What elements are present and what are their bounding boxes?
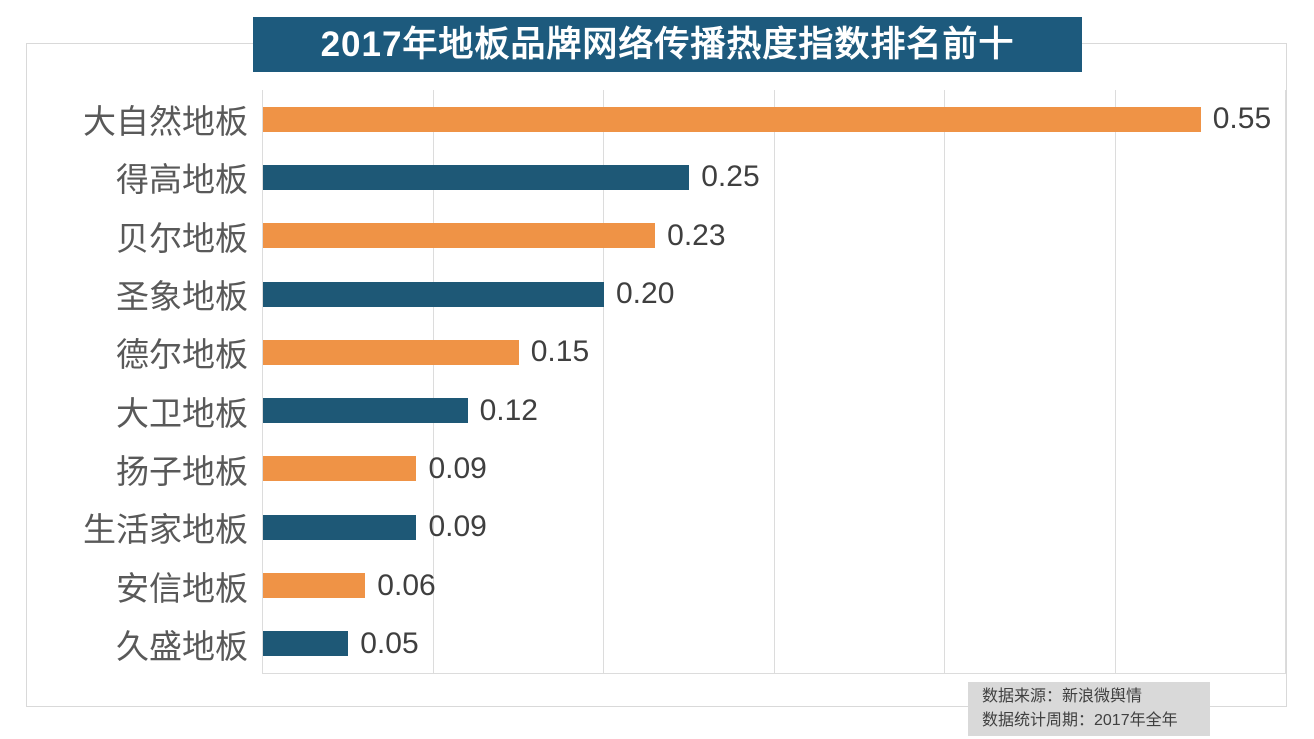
gridline-0.6 <box>1285 90 1286 673</box>
bar <box>263 223 656 249</box>
bar-row: 圣象地板 0.20 <box>0 265 1314 323</box>
source-line-period: 数据统计周期：2017年全年 <box>982 712 1178 729</box>
gridline-0.2 <box>603 90 604 673</box>
gridline-0.5 <box>1114 90 1116 673</box>
bar <box>263 631 349 657</box>
bar-row: 安信地板 0.06 <box>0 556 1314 614</box>
bar-row: 得高地板 0.25 <box>0 148 1314 206</box>
category-label: 大卫地板 <box>116 394 248 432</box>
value-label: 0.25 <box>701 160 760 194</box>
category-label: 圣象地板 <box>116 278 248 316</box>
bar <box>263 456 417 482</box>
value-label: 0.23 <box>667 218 726 252</box>
value-label: 0.20 <box>616 277 675 311</box>
bar <box>263 281 604 307</box>
gridline-0.3 <box>773 90 775 673</box>
value-label: 0.05 <box>360 626 419 660</box>
category-label: 德尔地板 <box>116 336 248 374</box>
source-box: 数据来源：新浪微舆情 数据统计周期：2017年全年 <box>968 682 1210 736</box>
bar-row: 大自然地板 0.55 <box>0 90 1314 148</box>
value-label: 0.06 <box>377 568 436 602</box>
category-label: 大自然地板 <box>83 103 248 141</box>
category-label: 扬子地板 <box>116 452 248 490</box>
category-label: 贝尔地板 <box>116 219 248 257</box>
bar-row: 生活家地板 0.09 <box>0 498 1314 556</box>
bar-row: 大卫地板 0.12 <box>0 382 1314 440</box>
bar-row: 德尔地板 0.15 <box>0 323 1314 381</box>
bar-row: 贝尔地板 0.23 <box>0 207 1314 265</box>
plot-area <box>262 90 1286 674</box>
chart-title-bar: 2017年地板品牌网络传播热度指数排名前十 <box>253 17 1082 72</box>
bar-row: 久盛地板 0.05 <box>0 615 1314 673</box>
source-line-origin: 数据来源：新浪微舆情 <box>982 688 1143 705</box>
bar <box>263 339 519 365</box>
chart-title: 2017年地板品牌网络传播热度指数排名前十 <box>320 25 1015 64</box>
value-label: 0.09 <box>428 510 487 544</box>
value-label: 0.09 <box>428 451 487 485</box>
bar-row: 扬子地板 0.09 <box>0 440 1314 498</box>
value-label: 0.15 <box>530 335 590 369</box>
category-label: 生活家地板 <box>83 511 248 549</box>
bar <box>263 514 417 540</box>
category-label: 久盛地板 <box>116 627 248 665</box>
gridline-0.4 <box>944 90 945 673</box>
bar <box>263 573 366 599</box>
bar <box>263 164 690 190</box>
value-label: 0.55 <box>1212 102 1272 136</box>
bar <box>263 106 1201 132</box>
category-label: 得高地板 <box>116 161 248 199</box>
value-label: 0.12 <box>479 393 538 427</box>
bar-rows-layer: 大自然地板 0.55 得高地板 0.25 贝尔地板 0.23 圣象地板 0.20 德尔地板 0.1… <box>0 90 1314 673</box>
bar <box>263 398 468 424</box>
category-label: 安信地板 <box>116 569 248 607</box>
gridline-0.1 <box>432 90 434 673</box>
